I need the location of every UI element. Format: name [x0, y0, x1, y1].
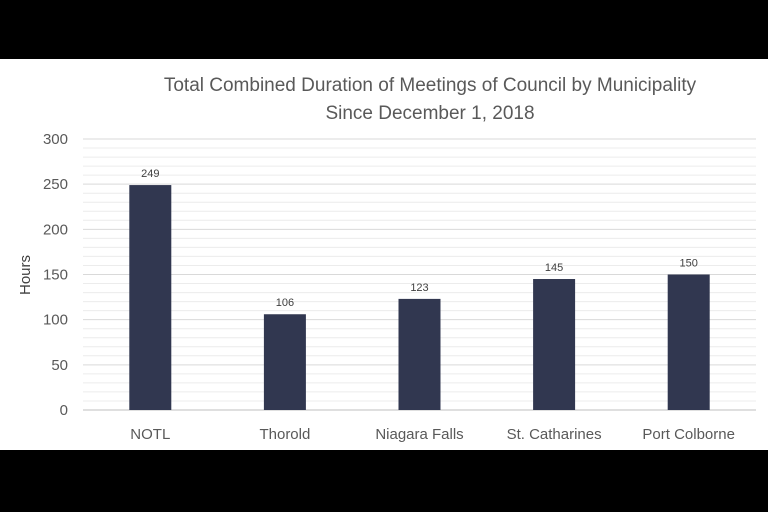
- x-tick-label: Port Colborne: [642, 426, 735, 443]
- labels: 0 50 100 150 200 250 300 249 NOTL 106 Thorold 123 Ni…: [43, 131, 735, 443]
- y-tick-label: 50: [51, 357, 68, 374]
- x-tick-label: St. Catharines: [507, 426, 602, 443]
- y-axis-label: Hours: [17, 255, 34, 295]
- chart-panel: Total Combined Duration of Meetings of C…: [0, 59, 768, 450]
- data-label: 249: [141, 168, 159, 180]
- y-tick-label: 100: [43, 312, 68, 329]
- bars: [129, 185, 710, 410]
- y-tick-label: 300: [43, 131, 68, 148]
- data-label: 150: [680, 258, 698, 270]
- data-label: 145: [545, 262, 563, 274]
- bar-notl: [129, 185, 172, 410]
- bar-niagara-falls: [398, 298, 441, 410]
- y-tick-label: 150: [43, 267, 68, 284]
- data-label: 106: [276, 297, 294, 309]
- chart-title: Total Combined Duration of Meetings of C…: [164, 75, 697, 96]
- data-label: 123: [410, 282, 428, 294]
- bar-thorold: [263, 314, 306, 410]
- chart-subtitle: Since December 1, 2018: [325, 103, 534, 124]
- bar-chart: Total Combined Duration of Meetings of C…: [17, 75, 756, 443]
- y-tick-label: 200: [43, 221, 68, 238]
- y-tick-label: 250: [43, 176, 68, 193]
- x-tick-label: Niagara Falls: [375, 426, 463, 443]
- bar-port-colborne: [667, 274, 710, 410]
- bar-st-catharines: [533, 279, 576, 410]
- x-tick-label: Thorold: [259, 426, 310, 443]
- x-tick-label: NOTL: [130, 426, 170, 443]
- y-tick-label: 0: [60, 402, 68, 419]
